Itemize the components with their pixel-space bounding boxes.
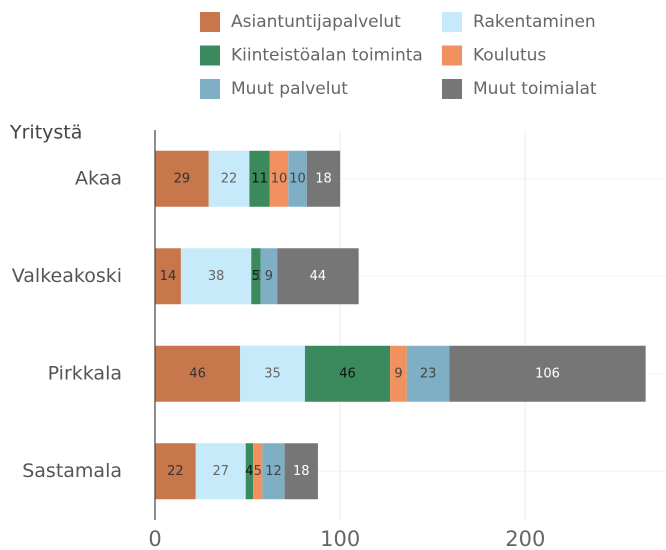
legend-swatch (200, 12, 220, 32)
legend-swatch (200, 79, 220, 99)
bar-segment (245, 443, 254, 500)
data-label: 11 (251, 171, 268, 186)
data-label: 12 (265, 464, 282, 479)
data-label: 22 (221, 171, 238, 186)
data-label: 35 (264, 366, 281, 381)
bar-segment (155, 345, 241, 402)
legend-label: Muut palvelut (231, 79, 348, 99)
data-label: 10 (289, 171, 306, 186)
bar-segment (262, 443, 285, 500)
y-tick-label: Valkeakoski (12, 265, 122, 287)
bar-segment (288, 150, 307, 207)
bar-segment (449, 345, 646, 402)
data-label: 4 (245, 464, 253, 479)
x-tick-label: 100 (320, 527, 360, 550)
bar-segment (249, 150, 270, 207)
bar-segment (180, 248, 252, 305)
data-label: 46 (339, 366, 356, 381)
data-label: 29 (174, 171, 191, 186)
legend-swatch (442, 45, 462, 66)
y-tick-label: Pirkkala (48, 362, 122, 384)
bar-segment (240, 345, 305, 402)
bar-segment (253, 443, 263, 500)
bar-segment (306, 150, 341, 207)
legend-label: Muut toimialat (473, 79, 597, 99)
y-tick-label: Sastamala (22, 460, 122, 482)
data-label: 22 (167, 464, 184, 479)
bar-segment (155, 150, 209, 207)
bar-segment (284, 443, 318, 500)
bar-segment (304, 345, 391, 402)
legend-label: Rakentaminen (473, 12, 596, 32)
data-label: 5 (252, 269, 260, 284)
data-label: 9 (394, 366, 402, 381)
data-label: 5 (254, 464, 262, 479)
bar-segment (390, 345, 407, 402)
bar-segment (155, 443, 196, 500)
legend-label: Koulutus (473, 46, 546, 66)
data-label: 23 (420, 366, 437, 381)
y-tick-label: Akaa (75, 167, 122, 189)
data-label: 106 (535, 366, 560, 381)
legend-swatch (442, 12, 462, 32)
data-label: 14 (160, 269, 177, 284)
bar-segment (269, 150, 289, 207)
bar-segment (195, 443, 246, 500)
legend-label: Kiinteistöalan toiminta (231, 46, 423, 66)
x-tick-label: 200 (505, 527, 545, 550)
data-label: 18 (315, 171, 332, 186)
legend-label: Asiantuntijapalvelut (231, 12, 401, 32)
bar-segment (251, 248, 261, 305)
legend-swatch (200, 45, 220, 66)
data-label: 46 (189, 366, 206, 381)
bar-segment (277, 248, 359, 305)
data-label: 44 (310, 269, 327, 284)
bar-segment (406, 345, 450, 402)
data-label: 18 (293, 464, 310, 479)
data-label: 38 (208, 269, 225, 284)
bar-segment (155, 248, 181, 305)
data-label: 10 (271, 171, 288, 186)
y-axis-label: Yritystä (9, 122, 82, 144)
bar-segment (260, 248, 278, 305)
bar-segment (208, 150, 250, 207)
x-tick-label: 0 (148, 527, 161, 550)
data-label: 9 (265, 269, 273, 284)
data-label: 27 (212, 464, 229, 479)
legend-swatch (442, 79, 462, 99)
